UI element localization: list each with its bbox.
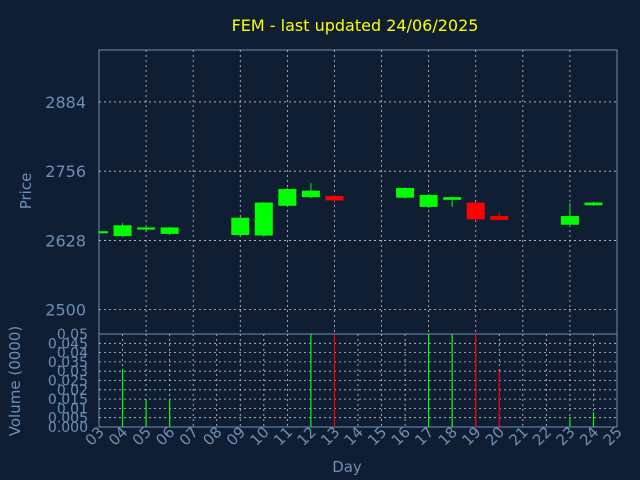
volume-tick-label: 0.015: [48, 392, 88, 408]
x-axis-label: Day: [332, 458, 362, 476]
candle-body: [231, 217, 250, 236]
candle-body: [325, 196, 344, 201]
price-panel: 2500 2628 2756 2884: [45, 49, 618, 335]
candle-body: [419, 194, 438, 207]
candle-body: [301, 190, 320, 198]
volume-tick-label: 0.04: [57, 346, 88, 362]
candle-body: [113, 225, 132, 237]
candle-body: [137, 227, 156, 230]
candle-body: [254, 202, 273, 236]
price-tick-label: 2628: [45, 231, 86, 250]
volume-tick-label: 0.02: [57, 383, 88, 399]
candle-body: [99, 231, 108, 234]
candle-body: [160, 227, 179, 234]
volume-tick-label: 0.000: [48, 420, 88, 436]
volume-tick-label: 0.005: [48, 411, 88, 427]
price-tick-label: 2884: [45, 93, 86, 112]
volume-tick-label: 0.03: [57, 364, 88, 380]
price-tick-label: 2756: [45, 162, 86, 181]
volume-tick-label: 0.025: [48, 374, 88, 390]
candle-body: [560, 216, 579, 225]
volume-tick-label: 0.05: [57, 327, 88, 343]
candle-body: [584, 202, 603, 206]
candle-body: [278, 189, 297, 206]
price-tick-label: 2500: [45, 301, 86, 320]
volume-tick-label: 0.045: [48, 336, 88, 352]
volume-axis-label: Volume (0000): [6, 326, 24, 436]
price-axis-label: Price: [17, 173, 35, 210]
volume-panel: 0.0000.0050.010.0150.020.0250.030.0350.0…: [48, 327, 626, 449]
candle-body: [466, 202, 485, 220]
price-panel-frame: [98, 49, 618, 335]
chart-title: FEM - last updated 24/06/2025: [232, 16, 479, 35]
volume-tick-label: 0.035: [48, 355, 88, 371]
candle-body: [443, 197, 462, 200]
candle-body: [396, 187, 415, 198]
candle-body: [490, 216, 509, 220]
volume-tick-label: 0.01: [57, 401, 88, 417]
